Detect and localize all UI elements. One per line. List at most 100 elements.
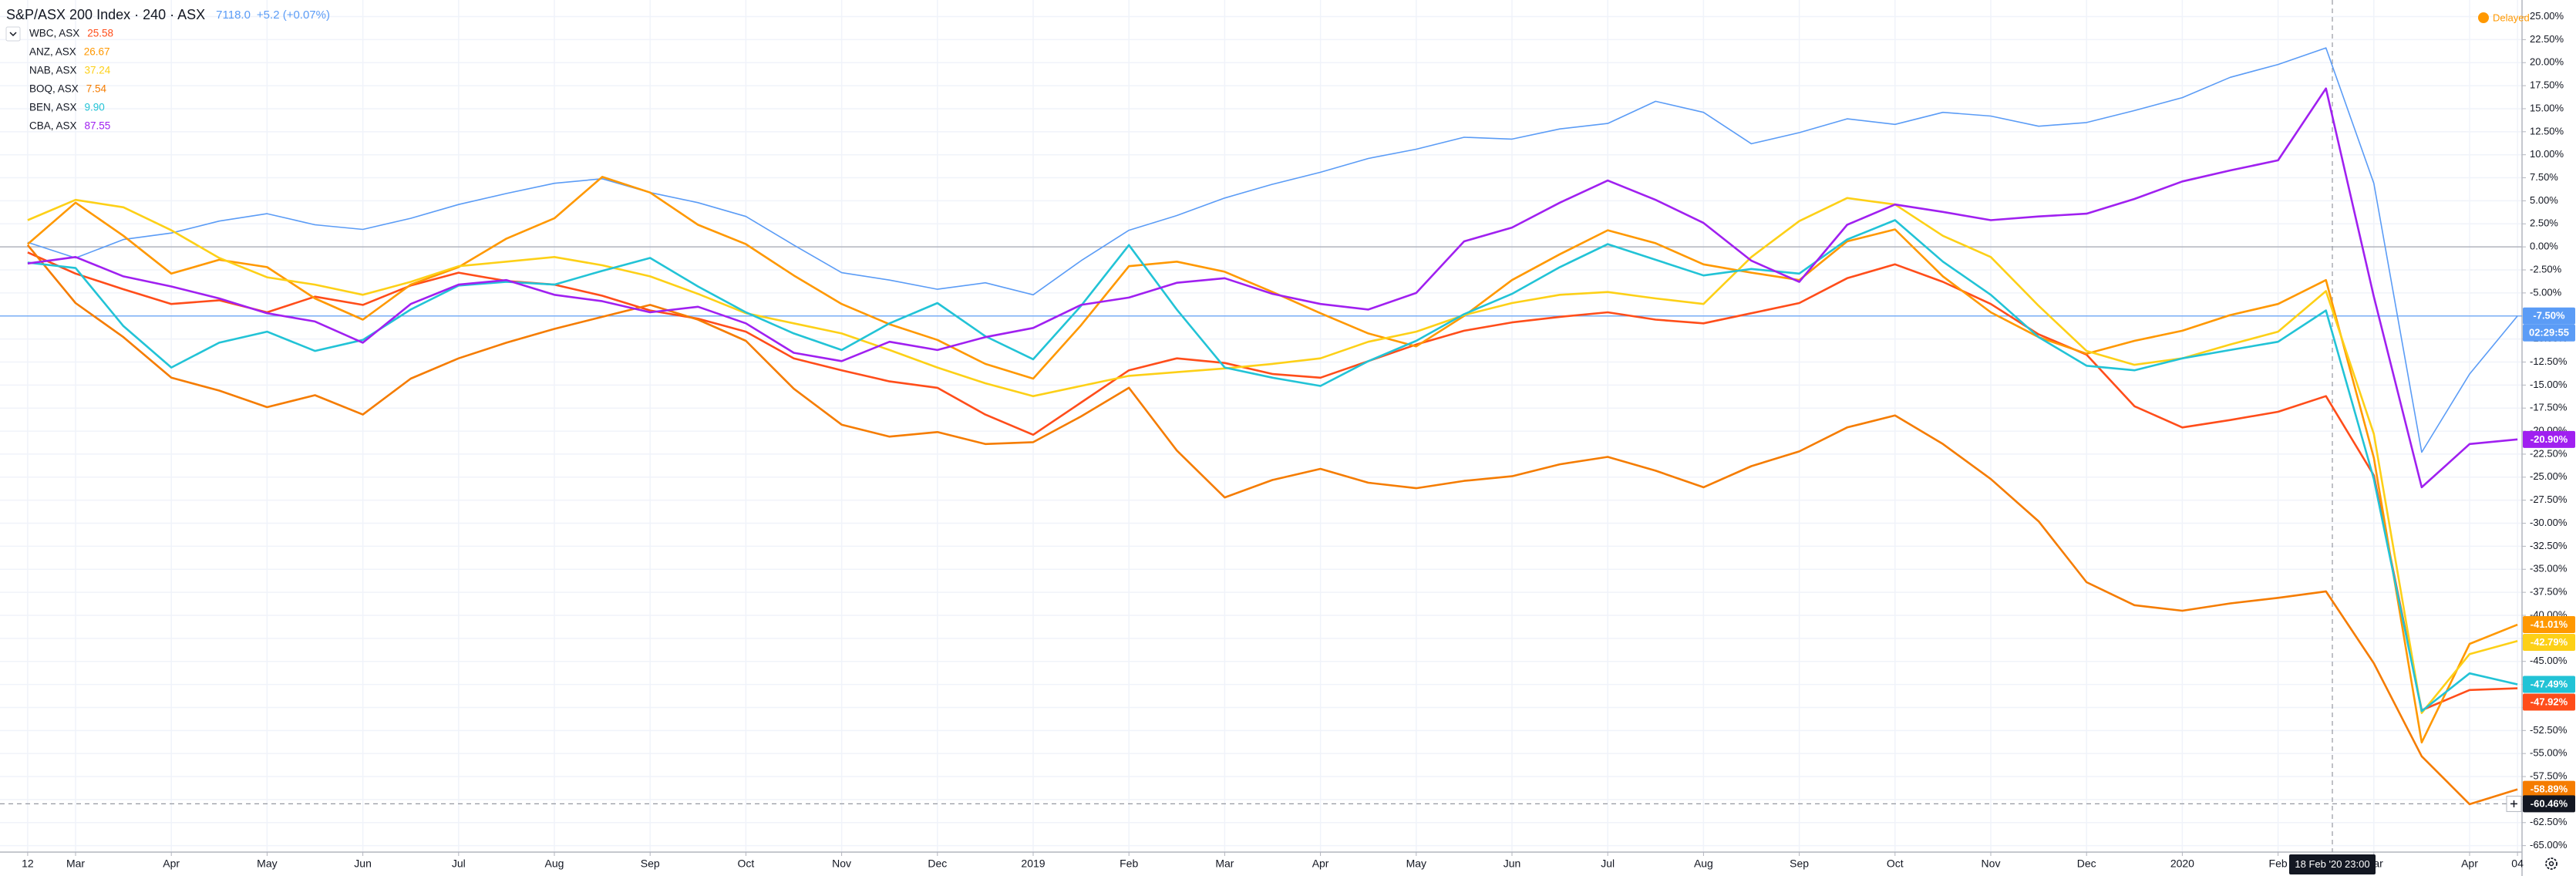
y-tick-label: -35.00% [2530,563,2568,574]
x-tick-label: Jun [354,857,372,870]
legend-toggle[interactable] [5,26,21,42]
series-line [27,176,2518,744]
legend-item-price: 26.67 [84,46,110,58]
x-tick-label: May [1406,857,1426,870]
y-tick-label: -55.00% [2530,747,2568,759]
y-tick-label: 15.00% [2530,102,2564,113]
y-tick-label: -12.50% [2530,355,2568,367]
x-tick-label: Jul [1601,857,1615,870]
legend-toggle-icon [9,32,17,37]
x-tick-label: Dec [928,857,947,870]
last-value-label: -7.50% [2533,310,2565,322]
x-tick-label: Feb [1120,857,1138,870]
legend-item-price: 37.24 [85,65,111,76]
y-tick-label: -65.00% [2530,839,2568,851]
y-tick-label: 10.00% [2530,148,2564,160]
y-tick-label: -37.50% [2530,586,2568,598]
y-tick-label: -5.00% [2530,286,2562,298]
x-tick-label: Aug [1694,857,1713,870]
legend-item-name[interactable]: CBA, ASX [29,120,77,132]
legend-item-price: 87.55 [85,120,111,132]
y-tick-label: 2.50% [2530,217,2558,229]
y-tick-label: -62.50% [2530,816,2568,827]
x-tick-label: May [257,857,277,870]
x-tick-label: Feb [2269,857,2288,870]
legend-item-name[interactable]: NAB, ASX [29,65,77,76]
x-tick-label: Dec [2077,857,2096,870]
crosshair-x-badge [2289,854,2376,874]
y-tick-label: 17.50% [2530,79,2564,91]
x-tick-label: 2019 [1021,857,1045,870]
y-tick-label: 20.00% [2530,56,2564,68]
x-tick-label: Nov [1982,857,2001,870]
legend-price: 7118.0 [216,8,251,22]
crosshair-x-label: 18 Feb '20 23:00 [2295,858,2369,870]
legend-title: S&P/ASX 200 Index · 240 · ASX [6,7,205,22]
legend-item-name[interactable]: BOQ, ASX [29,83,79,95]
legend-item-name[interactable]: ANZ, ASX [29,46,76,58]
crosshair-y-label: -60.46% [2531,797,2568,809]
last-value-label: -47.49% [2531,678,2568,689]
y-tick-label: 12.50% [2530,125,2564,136]
y-tick-label: -57.50% [2530,770,2568,781]
last-value-badge [2523,780,2575,798]
series-line [27,47,2518,453]
countdown-label: 02:29:55 [2529,327,2569,339]
legend-item-name[interactable]: BEN, ASX [29,102,77,113]
settings-icon[interactable] [2545,857,2557,870]
y-tick-label: 7.50% [2530,171,2558,183]
x-tick-label: Mar [1215,857,1234,870]
x-tick-label: Sep [641,857,660,870]
series-line [27,197,2518,714]
x-tick-label: Jun [1504,857,1521,870]
settings-icon-center [2548,861,2554,867]
x-tick-label: Sep [1790,857,1809,870]
last-value-badge [2523,676,2575,693]
y-tick-label: 22.50% [2530,33,2564,45]
series-line [26,244,2518,806]
last-value-label: -20.90% [2531,433,2568,445]
x-tick-label: 04 [2511,857,2524,870]
x-tick-label: Apr [163,857,180,870]
x-tick-label: 2020 [2170,857,2194,870]
legend-item-price: 25.58 [87,28,113,39]
x-tick-label: 12 [22,857,34,870]
last-value-badge [2523,634,2575,652]
x-tick-label: Mar [66,857,85,870]
last-value-badge [2523,430,2575,448]
last-value-badge [2523,616,2575,634]
status-icon [2478,12,2489,23]
status-label: Delayed [2493,12,2530,23]
crosshair-y-badge [2523,795,2575,813]
x-tick-label: Aug [545,857,564,870]
x-tick-label: Jul [452,857,466,870]
series-line [27,251,2518,712]
y-tick-label: -25.00% [2530,470,2568,482]
y-tick-label: -22.50% [2530,447,2568,459]
y-tick-label: -27.50% [2530,494,2568,505]
y-tick-label: -30.00% [2530,517,2568,528]
series-line [27,87,2518,489]
legend-item-price: 9.90 [85,102,105,113]
x-tick-label: Apr [1312,857,1329,870]
y-tick-label: -17.50% [2530,402,2568,413]
y-tick-label: -15.00% [2530,379,2568,390]
last-value-badge [2523,693,2575,711]
x-tick-label: Apr [2461,857,2478,870]
legend-item-price: 7.54 [86,83,107,95]
legend-item-name[interactable]: WBC, ASX [29,28,79,39]
x-tick-label: Nov [832,857,851,870]
y-tick-label: 5.00% [2530,194,2558,206]
y-tick-label: -52.50% [2530,724,2568,736]
y-tick-label: 0.00% [2530,241,2558,252]
last-value-label: -42.79% [2531,636,2568,648]
last-value-label: -58.89% [2531,783,2568,795]
last-value-badge [2523,307,2575,325]
y-tick-label: -45.00% [2530,655,2568,666]
x-tick-label: Oct [738,857,755,870]
countdown-badge [2523,324,2575,342]
y-tick-label: 25.00% [2530,10,2564,22]
y-tick-label: -32.50% [2530,540,2568,551]
